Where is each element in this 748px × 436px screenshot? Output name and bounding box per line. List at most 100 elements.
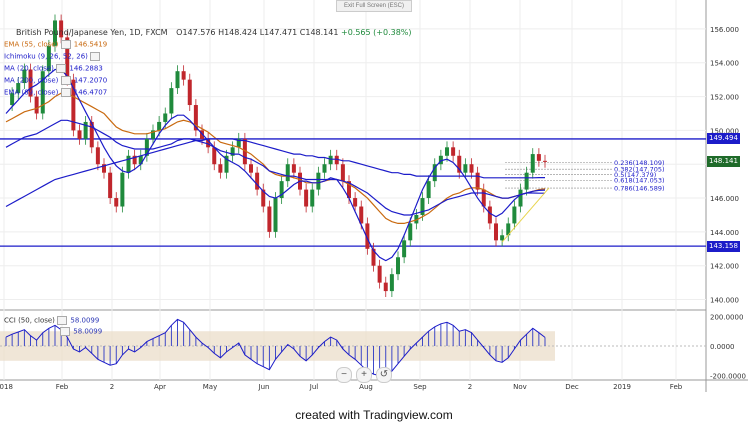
candle-body <box>371 248 376 266</box>
candle-body <box>524 172 529 190</box>
ema-89-line <box>5 119 546 216</box>
candle-body <box>10 93 15 106</box>
fib-label: 0.618(147.053) <box>614 177 665 185</box>
candle-body <box>469 164 474 173</box>
y-tick-label: 152.000 <box>710 94 739 102</box>
candle-body <box>89 121 94 148</box>
settings-icon[interactable] <box>60 40 71 49</box>
x-tick-label: Nov <box>513 383 527 391</box>
candle-body <box>114 198 119 207</box>
candle-body <box>512 206 517 224</box>
legend-row[interactable]: MA (200, close) 147.2070 <box>4 76 107 86</box>
candle-body <box>175 71 180 89</box>
candle-body <box>389 274 394 292</box>
legend-value: 146.4707 <box>71 88 108 97</box>
zoom-in-button[interactable]: + <box>356 367 372 383</box>
legend-row[interactable]: Ichimoku (9, 26, 52, 26) <box>4 52 101 62</box>
candle-body <box>518 189 523 207</box>
candle-body <box>445 147 449 156</box>
candle-body <box>102 164 106 173</box>
candle-body <box>494 223 498 241</box>
x-tick-label: 2 <box>110 383 114 391</box>
ma-200-line <box>5 138 545 208</box>
candle-body <box>377 265 382 283</box>
x-tick-label: 2018 <box>0 383 13 391</box>
candle-body <box>230 147 235 156</box>
candle-body <box>475 172 480 190</box>
candle-body <box>28 69 33 97</box>
candle-body <box>218 164 223 173</box>
cci-legend: CCI (50, close) 58.0099 <box>4 316 99 326</box>
fib-label: 0.382(147.705) <box>614 166 665 174</box>
y-tick-label: 156.000 <box>710 26 739 34</box>
footer-credit: created with Tradingview.com <box>295 408 453 422</box>
candle-body <box>543 160 547 162</box>
candle-body <box>316 172 321 190</box>
settings-icon[interactable] <box>90 52 101 61</box>
candle-body <box>53 20 57 46</box>
legend-row[interactable]: EMA (89, close) 146.4707 <box>4 88 107 98</box>
candle-body <box>95 147 100 165</box>
exit-fullscreen-button[interactable]: Exit Full Screen (ESC) <box>336 0 412 12</box>
candle-body <box>59 20 64 38</box>
reset-view-button[interactable]: ↺ <box>376 367 392 383</box>
y-tick-label: 142.000 <box>710 263 739 271</box>
candle-body <box>432 164 437 182</box>
y-tick-label: 140.000 <box>710 297 739 305</box>
candle-body <box>65 37 70 80</box>
legend-label: MA (200, close) <box>4 76 61 85</box>
cci-line <box>5 318 546 378</box>
legend-row[interactable]: EMA (55, close) 146.5419 <box>4 40 107 50</box>
zoom-out-button[interactable]: − <box>336 367 352 383</box>
price-badge: 148.141 <box>707 156 740 168</box>
cci-tick-label: 0.0000 <box>710 343 735 351</box>
candle-body <box>40 71 45 114</box>
candle-body <box>249 164 253 173</box>
candle-body <box>328 155 333 165</box>
trend-line <box>501 187 550 243</box>
candle-body <box>181 71 186 80</box>
candle-body <box>187 79 192 106</box>
candle-body <box>481 189 486 207</box>
candle-body <box>463 164 468 173</box>
settings-icon[interactable] <box>60 88 71 97</box>
chart-title: British Pound/Japanese Yen, 1D, FXCM O14… <box>16 28 412 37</box>
settings-icon[interactable] <box>60 76 71 85</box>
candle-body <box>138 155 143 165</box>
cci-label: CCI (50, close) <box>4 316 55 325</box>
symbol-label: British Pound/Japanese Yen, 1D, FXCM <box>16 28 168 37</box>
candle-body <box>236 138 241 148</box>
candle-body <box>334 155 339 165</box>
change-value: +0.565 (+0.38%) <box>341 28 412 37</box>
x-tick-label: Jun <box>258 383 270 391</box>
candle-body <box>304 189 309 207</box>
ema-55-line <box>5 92 546 224</box>
price-badge: 149.494 <box>707 133 740 145</box>
y-tick-label: 144.000 <box>710 229 739 237</box>
candle-body <box>120 172 125 207</box>
legend-row[interactable]: MA (20, close) 146.2883 <box>4 64 103 74</box>
candle-body <box>46 45 51 72</box>
candle-body <box>163 113 168 122</box>
cci-tick-label: 200.0000 <box>710 313 743 321</box>
candle-body <box>279 181 284 199</box>
settings-icon[interactable] <box>57 316 68 325</box>
cci-value-2: 58.0099 <box>73 327 103 336</box>
candle-body <box>108 172 113 199</box>
x-tick-label: 2 <box>468 383 472 391</box>
visibility-icon[interactable] <box>60 327 70 336</box>
candle-body <box>169 88 174 114</box>
settings-icon[interactable] <box>56 64 67 73</box>
candle-body <box>77 130 82 139</box>
candle-body <box>426 181 431 199</box>
candle-body <box>383 282 388 292</box>
candle-body <box>408 223 413 241</box>
fib-label: 0.5(147.379) <box>614 171 656 179</box>
x-tick-label: Apr <box>154 383 166 391</box>
x-tick-label: 2019 <box>613 383 631 391</box>
candle-body <box>487 206 492 224</box>
candle-body <box>322 164 327 173</box>
candle-body <box>457 155 462 173</box>
candle-body <box>193 105 198 131</box>
candle-body <box>144 138 149 156</box>
